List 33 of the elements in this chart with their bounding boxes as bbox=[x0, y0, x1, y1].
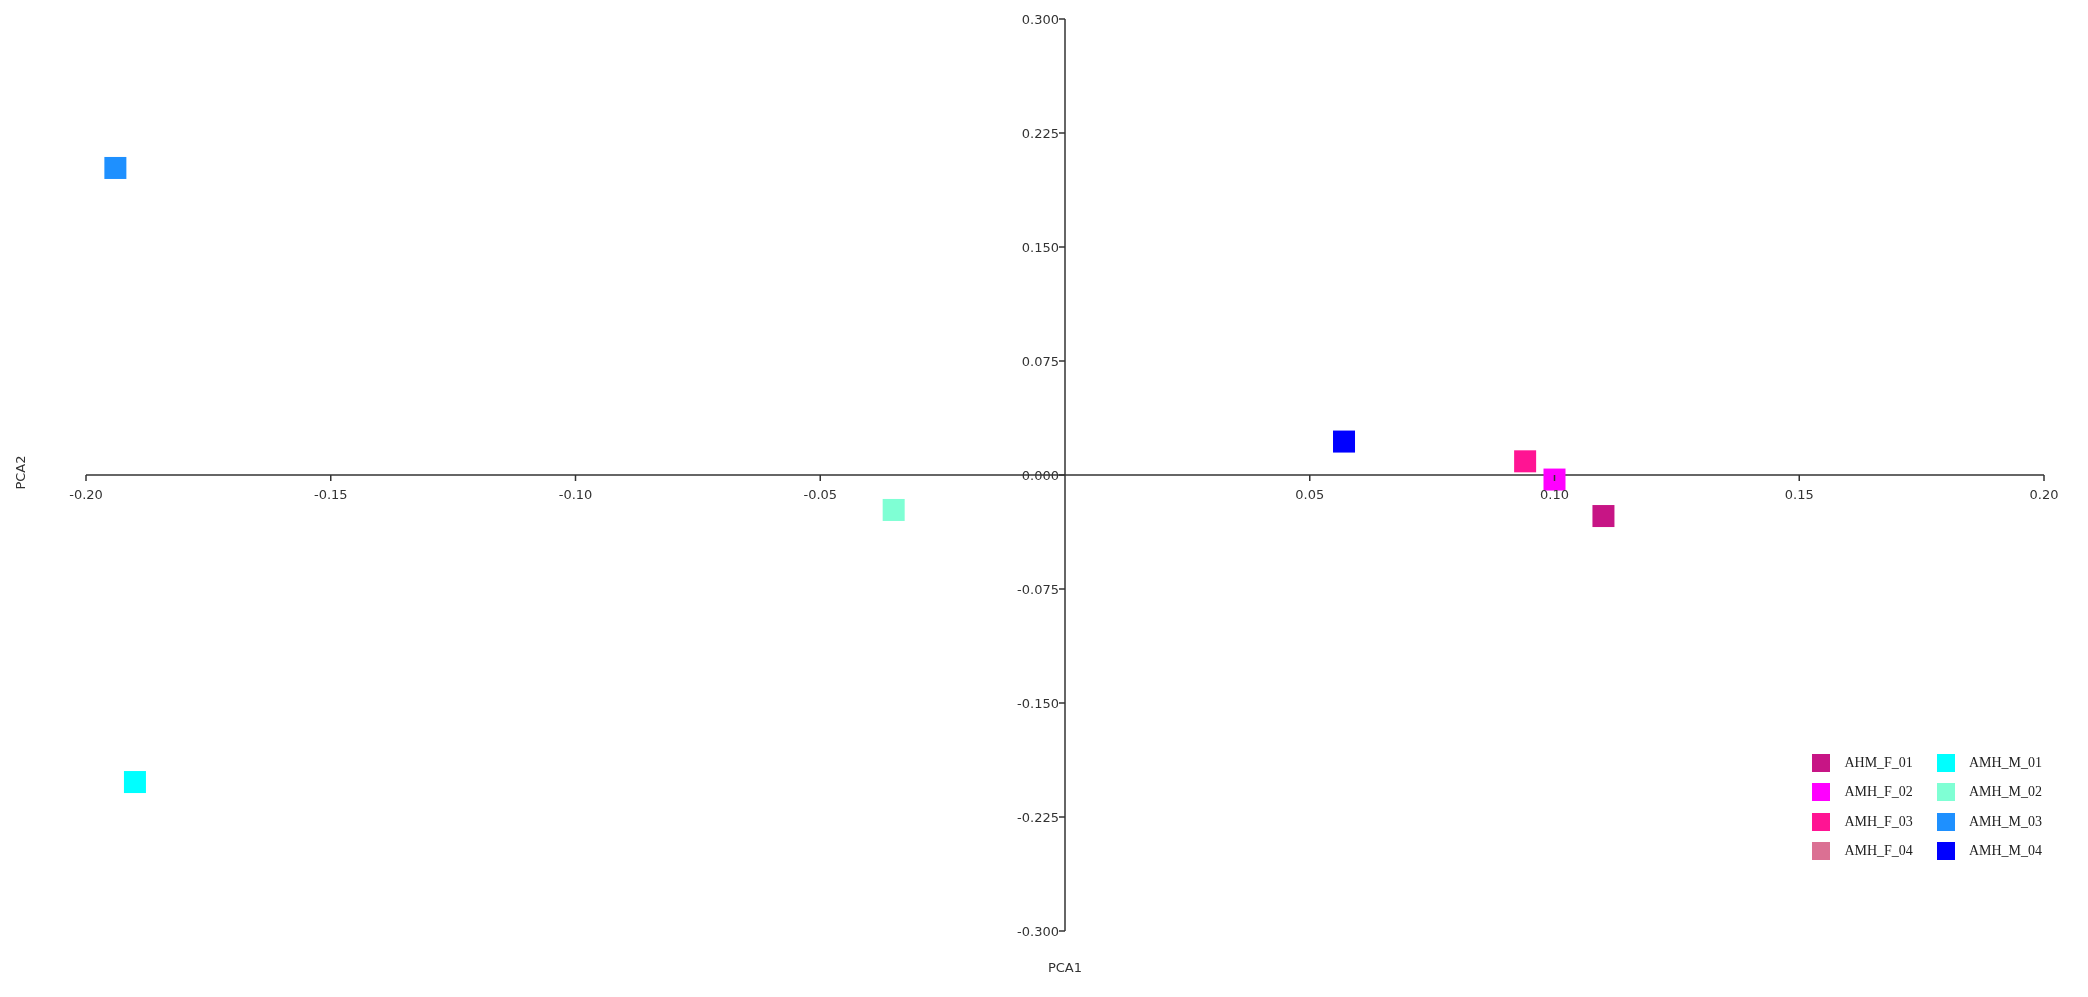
legend-label: AMH_F_02 bbox=[1844, 784, 1913, 801]
x-tick-label: 0.05 bbox=[1295, 487, 1325, 502]
point bbox=[1333, 430, 1356, 453]
legend-label: AMH_M_03 bbox=[1968, 813, 2042, 830]
legend-label: AMH_M_02 bbox=[1968, 784, 2042, 801]
legend-label: AMH_F_03 bbox=[1844, 813, 1913, 830]
point bbox=[1514, 450, 1537, 473]
y-tick-label: 0.150 bbox=[1021, 240, 1059, 255]
x-tick-label: -0.10 bbox=[558, 487, 593, 502]
y-axis-title: PCA2 bbox=[12, 454, 28, 492]
x-tick-label: -0.15 bbox=[313, 487, 348, 502]
point bbox=[123, 771, 146, 794]
point bbox=[1592, 505, 1615, 528]
y-tick-label: -0.075 bbox=[1017, 582, 1059, 597]
legend-label: AMH_M_04 bbox=[1968, 843, 2042, 860]
point bbox=[104, 156, 127, 179]
x-tick-label: -0.05 bbox=[803, 487, 838, 502]
x-tick-label: 0.15 bbox=[1784, 487, 1814, 502]
x-tick-label: 0.10 bbox=[1540, 487, 1569, 502]
legend-label: AMH_F_04 bbox=[1844, 843, 1913, 860]
point bbox=[1543, 468, 1566, 491]
point bbox=[882, 498, 905, 521]
y-tick-label: 0.225 bbox=[1021, 126, 1059, 141]
x-tick-label: 0.20 bbox=[2029, 487, 2059, 502]
y-tick-label: -0.150 bbox=[1017, 696, 1059, 711]
y-tick-label: 0.075 bbox=[1021, 354, 1059, 369]
y-tick-label: -0.225 bbox=[1017, 810, 1059, 825]
y-tick-label: 0.300 bbox=[1021, 12, 1059, 27]
y-tick-label: -0.300 bbox=[1017, 924, 1059, 939]
legend-label: AMH_M_01 bbox=[1968, 754, 2042, 771]
legend-label: AHM_F_01 bbox=[1844, 754, 1913, 771]
x-axis-title: PCA1 bbox=[1046, 960, 1084, 975]
x-tick-label: -0.20 bbox=[69, 487, 103, 502]
